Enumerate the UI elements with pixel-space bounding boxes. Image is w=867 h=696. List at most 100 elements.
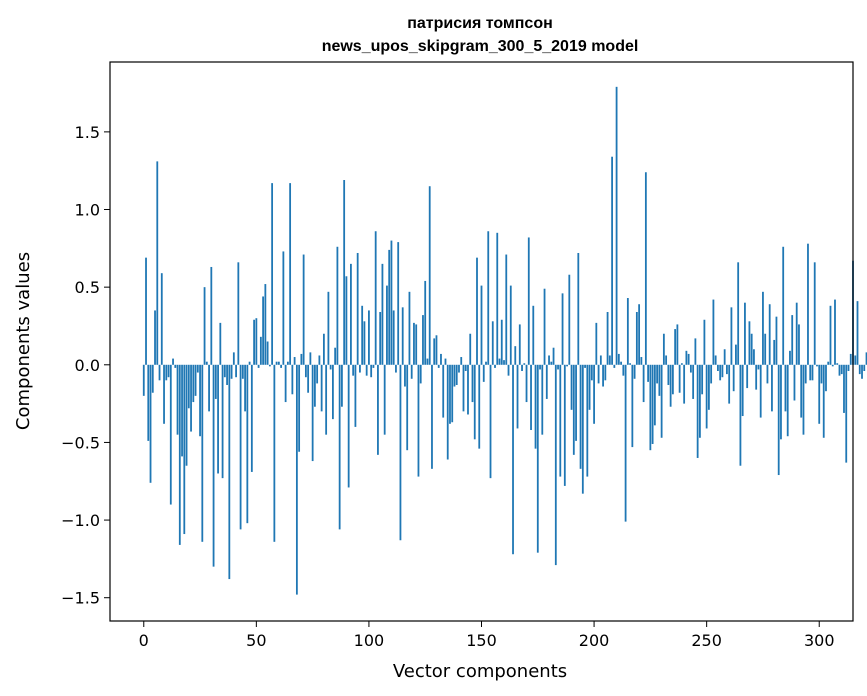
bar-component-182 bbox=[552, 347, 555, 365]
bar-component-275 bbox=[762, 291, 764, 365]
bar-component-271 bbox=[753, 349, 755, 365]
bar-component-319 bbox=[861, 364, 863, 379]
bar-component-40 bbox=[232, 352, 235, 365]
bar-component-132 bbox=[440, 353, 442, 365]
x-tick-label: 150 bbox=[466, 631, 497, 650]
bar-component-133 bbox=[442, 364, 445, 418]
bar-component-69 bbox=[298, 364, 301, 452]
bar-component-300 bbox=[818, 364, 821, 424]
bar-component-184 bbox=[557, 364, 559, 370]
bar-component-134 bbox=[444, 358, 447, 365]
bar-component-317 bbox=[856, 301, 859, 365]
bar-component-33 bbox=[217, 364, 219, 474]
bar-component-130 bbox=[435, 335, 438, 365]
bar-component-212 bbox=[620, 361, 622, 365]
bar-component-149 bbox=[478, 364, 481, 449]
bar-component-49 bbox=[253, 319, 255, 365]
bar-component-193 bbox=[577, 252, 580, 365]
bar-component-144 bbox=[467, 364, 469, 415]
bar-component-180 bbox=[548, 355, 550, 365]
bar-component-170 bbox=[525, 364, 528, 403]
bar-component-234 bbox=[669, 364, 672, 407]
bar-component-85 bbox=[334, 347, 337, 365]
y-tick-label: 1.0 bbox=[75, 201, 100, 220]
y-axis-label: Components values bbox=[13, 252, 34, 430]
bar-component-196 bbox=[584, 364, 586, 368]
bar-component-167 bbox=[518, 324, 521, 365]
bar-component-303 bbox=[825, 364, 827, 392]
bar-component-21 bbox=[190, 364, 192, 432]
bar-component-9 bbox=[163, 364, 165, 424]
bar-component-213 bbox=[622, 364, 625, 376]
bar-component-89 bbox=[343, 180, 346, 365]
bar-component-120 bbox=[413, 322, 415, 365]
bar-component-114 bbox=[399, 364, 402, 541]
bar-component-70 bbox=[300, 353, 303, 365]
bars-layer bbox=[142, 86, 867, 595]
bar-component-71 bbox=[302, 254, 305, 365]
bar-component-97 bbox=[361, 305, 364, 365]
bar-component-6 bbox=[156, 161, 159, 365]
chart-title: патрисия томпсон bbox=[407, 15, 553, 32]
bar-component-93 bbox=[352, 364, 355, 376]
bar-component-55 bbox=[266, 341, 269, 365]
bar-component-237 bbox=[676, 324, 679, 365]
x-axis-label: Vector components bbox=[393, 661, 567, 682]
bar-component-305 bbox=[829, 305, 832, 365]
bar-component-136 bbox=[449, 364, 451, 424]
bar-component-302 bbox=[822, 364, 825, 438]
bar-component-98 bbox=[363, 321, 366, 365]
bar-component-295 bbox=[807, 243, 809, 365]
bar-component-214 bbox=[624, 364, 627, 522]
bar-component-296 bbox=[809, 364, 812, 381]
bar-component-140 bbox=[458, 364, 460, 373]
bar-component-279 bbox=[771, 364, 773, 412]
bar-component-61 bbox=[280, 364, 283, 368]
bar-component-32 bbox=[214, 364, 217, 399]
bar-component-28 bbox=[205, 361, 208, 365]
bar-component-244 bbox=[692, 364, 695, 399]
bar-component-238 bbox=[678, 364, 681, 393]
bar-component-247 bbox=[699, 364, 701, 438]
bar-component-277 bbox=[766, 364, 769, 384]
bar-component-18 bbox=[183, 364, 186, 535]
bar-component-171 bbox=[527, 237, 530, 365]
bar-component-2 bbox=[147, 364, 150, 441]
bar-component-119 bbox=[410, 364, 413, 379]
bar-component-131 bbox=[437, 364, 440, 368]
bar-component-264 bbox=[737, 262, 740, 365]
bar-component-124 bbox=[422, 315, 424, 365]
plot-frame bbox=[109, 61, 854, 622]
bar-component-127 bbox=[428, 186, 431, 365]
bar-component-314 bbox=[849, 353, 852, 365]
bar-component-37 bbox=[226, 364, 228, 385]
bar-component-75 bbox=[311, 364, 314, 462]
bar-component-146 bbox=[471, 364, 474, 403]
bar-component-269 bbox=[748, 321, 751, 365]
bar-component-240 bbox=[683, 364, 686, 404]
bar-component-270 bbox=[750, 333, 753, 365]
bar-component-44 bbox=[241, 364, 244, 379]
bar-component-222 bbox=[642, 364, 645, 403]
bar-component-200 bbox=[593, 364, 595, 424]
bar-component-10 bbox=[165, 364, 168, 381]
bar-component-42 bbox=[237, 262, 240, 365]
bar-component-313 bbox=[847, 364, 850, 371]
ticks-layer: 0 50 100 150 200 250 300 −1.5 −1.0 −0.5 0.0 0.5 1.0 1… bbox=[61, 123, 834, 650]
x-tick-label: 250 bbox=[691, 631, 722, 650]
bar-component-56 bbox=[268, 364, 271, 367]
bar-component-232 bbox=[665, 355, 668, 365]
bar-component-14 bbox=[174, 364, 177, 368]
bar-component-169 bbox=[523, 363, 526, 365]
bar-component-155 bbox=[491, 321, 494, 365]
bar-component-192 bbox=[575, 364, 577, 441]
bar-component-280 bbox=[773, 339, 776, 365]
bar-component-281 bbox=[775, 316, 778, 365]
bar-component-52 bbox=[259, 336, 262, 365]
bar-component-142 bbox=[462, 364, 465, 412]
bar-component-48 bbox=[250, 364, 253, 472]
bar-component-113 bbox=[397, 242, 400, 365]
bar-component-262 bbox=[732, 364, 735, 392]
bar-component-233 bbox=[667, 364, 670, 385]
bar-component-191 bbox=[572, 364, 575, 455]
